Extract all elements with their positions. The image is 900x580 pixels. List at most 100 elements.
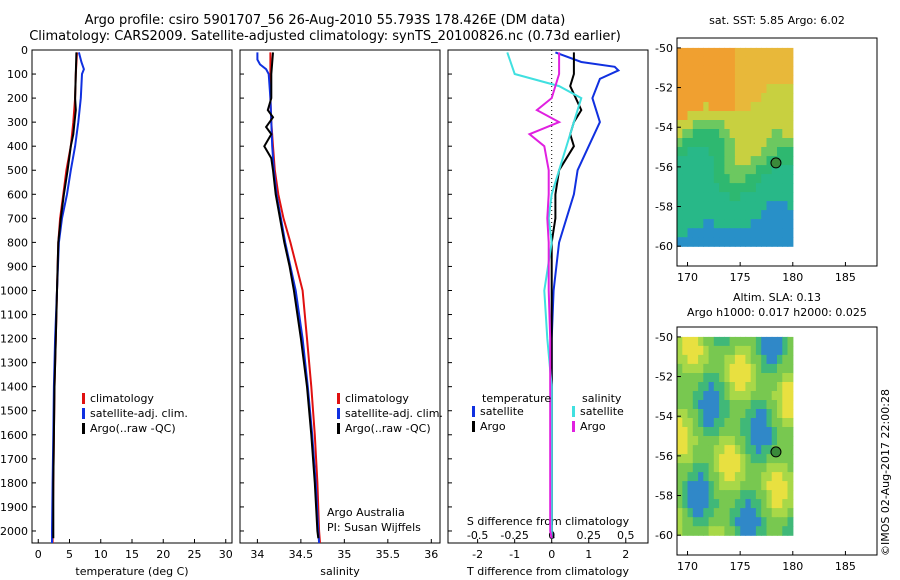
field-cell (687, 391, 694, 401)
field-cell (771, 165, 778, 175)
field-cell (782, 508, 789, 518)
field-cell (761, 219, 768, 229)
field-cell (734, 490, 741, 500)
field-cell (708, 228, 715, 238)
field-cell (703, 237, 710, 247)
field-cell (682, 65, 689, 76)
field-cell (703, 409, 710, 419)
field-cell (750, 409, 757, 419)
field-cell (750, 463, 757, 473)
field-cell (755, 454, 762, 464)
field-cell (677, 400, 683, 410)
field-cell (729, 156, 736, 166)
annotation: PI: Susan Wijffels (327, 521, 421, 534)
field-cell (703, 120, 710, 130)
field-cell (687, 499, 694, 509)
field-cell (761, 363, 768, 374)
field-cell (719, 336, 725, 347)
field-cell (761, 400, 768, 410)
field-cell (750, 165, 757, 175)
field-cell (719, 400, 725, 410)
field-cell (777, 210, 783, 220)
y-tick-label: -58 (655, 201, 673, 214)
field-cell (692, 111, 699, 121)
field-cell (677, 418, 683, 428)
field-cell (734, 201, 741, 211)
field-cell (677, 373, 683, 383)
field-cell (719, 445, 725, 455)
field-cell (777, 65, 783, 76)
field-cell (740, 65, 747, 76)
field-cell (677, 463, 683, 473)
field-cell (761, 165, 768, 175)
field-cell (766, 499, 773, 509)
field-cell (734, 65, 741, 76)
field-cell (777, 165, 783, 175)
field-cell (740, 382, 747, 392)
field-cell (724, 93, 731, 103)
field-cell (724, 111, 731, 121)
field-cell (777, 228, 783, 238)
field-cell (719, 363, 725, 374)
field-cell (787, 183, 794, 193)
field-cell (687, 65, 694, 76)
field-cell (745, 156, 752, 166)
field-cell (687, 138, 694, 148)
x-tick-label: 0 (35, 548, 42, 561)
field-cell (771, 174, 778, 184)
field-cell (771, 409, 778, 419)
field-cell (755, 409, 762, 419)
series-line (550, 51, 621, 539)
field-cell (692, 174, 699, 184)
plot-frame (31, 49, 233, 544)
field-cell (698, 373, 704, 383)
field-cell (719, 120, 725, 130)
field-cell (729, 427, 736, 437)
field-cell (687, 74, 694, 85)
field-cell (777, 436, 783, 446)
field-cell (777, 490, 783, 500)
field-cell (761, 156, 768, 166)
field-cell (687, 481, 694, 491)
field-cell (734, 436, 741, 446)
x-axis-label: T difference from climatology (466, 565, 629, 578)
field-cell (729, 129, 736, 139)
field-cell (698, 382, 704, 392)
field-cell (708, 481, 715, 491)
field-cell (755, 93, 762, 103)
field-cell (734, 427, 741, 437)
field-cell (766, 138, 773, 148)
field-cell (713, 228, 720, 238)
field-cell (782, 210, 789, 220)
field-cell (677, 409, 683, 419)
field-cell (761, 445, 768, 455)
field-cell (729, 138, 736, 148)
field-cell (777, 174, 783, 184)
field-cell (745, 219, 752, 229)
field-cell (729, 84, 736, 94)
field-cell (771, 526, 778, 536)
field-cell (724, 436, 731, 446)
field-cell (766, 111, 773, 121)
field-cell (750, 102, 757, 112)
field-cell (766, 174, 773, 184)
field-cell (782, 445, 789, 455)
field-cell (687, 129, 694, 139)
field-cell (734, 363, 741, 374)
field-cell (708, 183, 715, 193)
field-cell (745, 373, 752, 383)
field-cell (740, 156, 747, 166)
field-cell (713, 120, 720, 130)
field-cell (766, 427, 773, 437)
field-cell (692, 147, 699, 157)
field-cell (687, 93, 694, 103)
field-cell (761, 454, 768, 464)
field-cell (698, 427, 704, 437)
field-cell (729, 345, 736, 356)
field-cell (713, 183, 720, 193)
field-cell (682, 174, 689, 184)
field-cell (745, 93, 752, 103)
field-cell (777, 400, 783, 410)
field-cell (729, 382, 736, 392)
x-tick-label: 35 (337, 548, 351, 561)
